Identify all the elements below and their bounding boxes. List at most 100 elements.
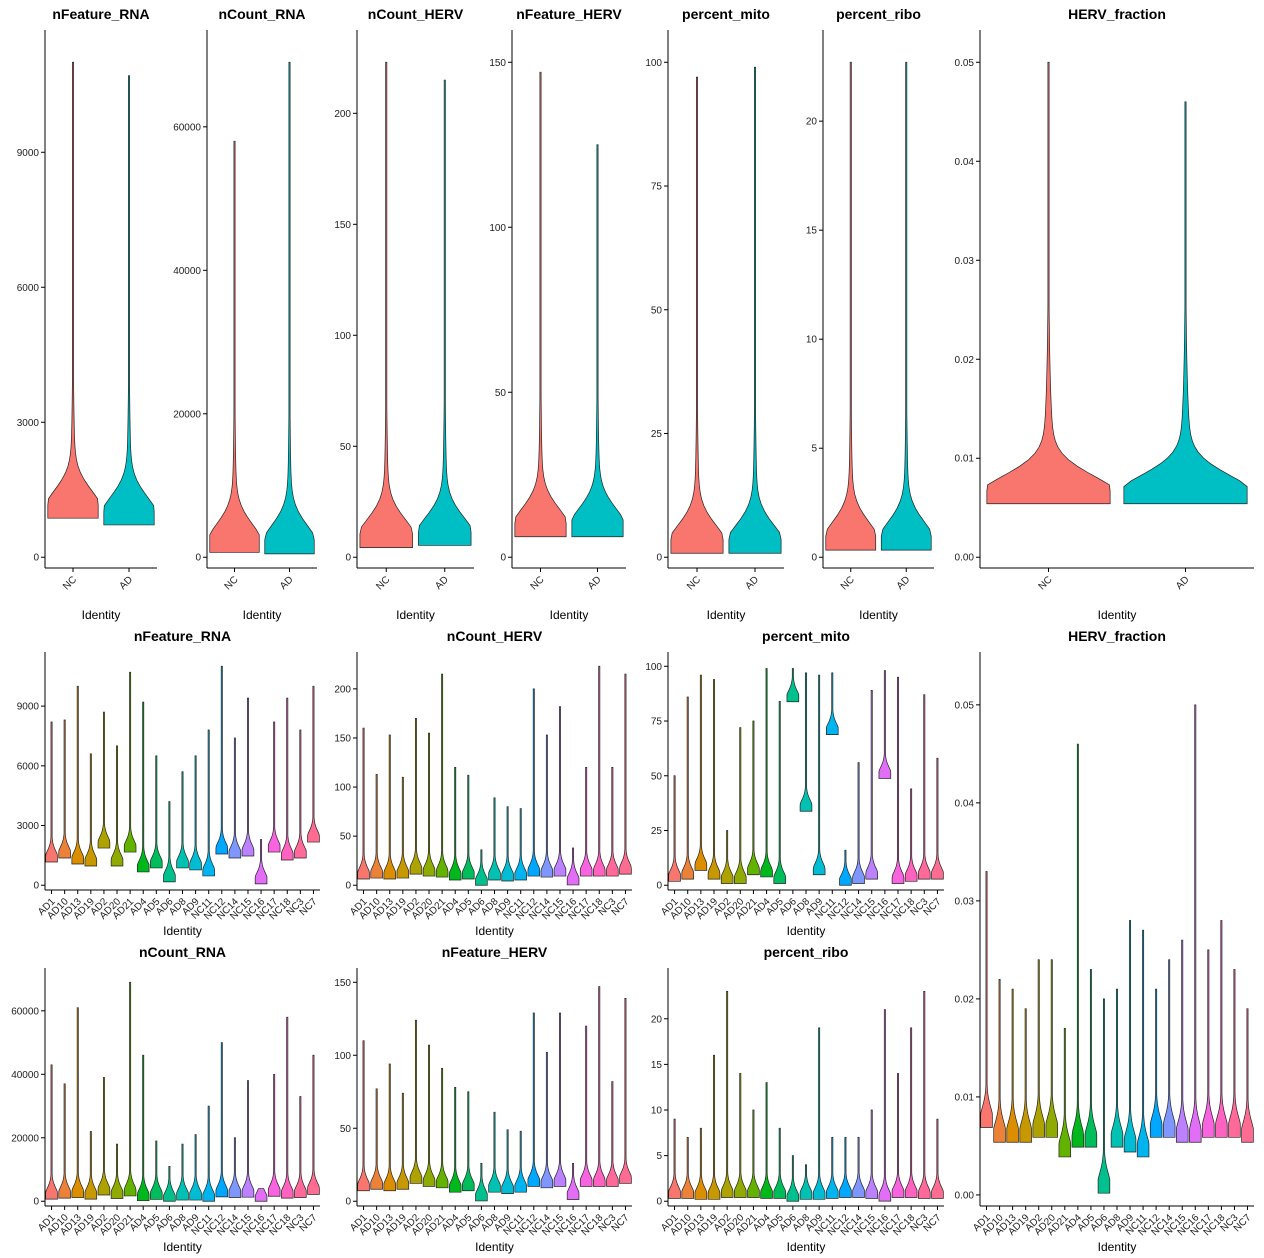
violin-nc14 (852, 762, 865, 884)
violin-nc11 (826, 672, 839, 735)
x-axis-title: Identity (82, 608, 121, 622)
y-tick-label: 50 (340, 442, 352, 453)
violin-ad6 (786, 668, 800, 703)
violin-ad1 (668, 775, 681, 882)
violin-ad13 (694, 1127, 708, 1200)
y-tick-label: 0.02 (955, 355, 975, 366)
violin-ad1 (357, 727, 370, 880)
violin-nc17 (1202, 949, 1215, 1138)
violin-ad20 (422, 732, 436, 877)
violin-nc7 (307, 685, 320, 843)
violin-nc16 (1189, 704, 1202, 1143)
y-tick-label: 40000 (173, 266, 201, 277)
violin-ad (264, 61, 315, 555)
violin-ad10 (58, 1083, 71, 1199)
violin-nc12 (215, 665, 229, 855)
violin-nc12 (215, 1042, 229, 1198)
y-tick-label: 40000 (11, 1070, 39, 1081)
y-tick-label: 20 (651, 1014, 663, 1025)
violin-nc17 (579, 767, 593, 877)
violin-ad21 (435, 673, 449, 878)
violin-ad8 (488, 797, 501, 881)
x-tick-label: AD (433, 574, 451, 592)
violin-nc11 (826, 1137, 839, 1199)
violin-ad9 (501, 806, 514, 882)
y-tick-label: 15 (651, 1060, 663, 1071)
violin-nc12 (527, 688, 541, 877)
violin-ad5 (462, 774, 475, 880)
y-tick-label: 0.04 (955, 157, 975, 168)
panel-title: percent_mito (682, 6, 770, 22)
violin-nc18 (281, 1016, 294, 1199)
violin-ad10 (681, 1137, 694, 1199)
violin-ad2 (409, 717, 423, 875)
violin-ad19 (84, 753, 98, 867)
violin-nc17 (267, 721, 281, 853)
y-tick-label: 0 (33, 1197, 39, 1208)
violin-ad (880, 61, 932, 551)
panel-grp-nfeature-rna: nFeature_RNA 0 3000 6000 9000 NC AD Identity (17, 6, 157, 622)
violin-ad4 (760, 668, 773, 878)
violin-nc7 (619, 997, 632, 1184)
violin-nc18 (593, 986, 606, 1187)
violin-nc3 (294, 729, 307, 859)
x-tick-label: NC (685, 574, 703, 592)
violin-ad5 (773, 1127, 786, 1199)
panel-smp-percent-ribo: percent_ribo05101520AD1AD10AD13AD19AD2AD… (651, 944, 944, 1254)
violin-ad4 (136, 1054, 150, 1202)
x-tick-label: NC (374, 574, 392, 592)
violin-nc (670, 76, 724, 554)
x-tick-label: NC (529, 574, 547, 592)
panel-title: percent_ribo (836, 6, 921, 22)
y-tick-label: 100 (489, 223, 506, 234)
y-tick-label: 0.05 (955, 700, 975, 711)
violin-nc18 (904, 788, 918, 882)
violin-ad (728, 66, 782, 554)
panel-title: nFeature_HERV (516, 6, 622, 22)
x-axis-title: Identity (550, 608, 589, 622)
y-tick-label: 0.02 (955, 994, 975, 1005)
y-tick-label: 0 (811, 553, 817, 564)
y-tick-label: 0.01 (955, 454, 975, 465)
panel-smp-nfeature-herv: nFeature_HERV050100150AD1AD10AD13AD19AD2… (334, 944, 632, 1254)
y-tick-label: 20000 (173, 409, 201, 420)
violin-ad5 (150, 1140, 163, 1200)
y-tick-label: 50 (340, 832, 352, 843)
violin-nc16 (566, 1162, 580, 1200)
violin-ad9 (189, 1134, 202, 1201)
x-axis-title: Identity (243, 608, 282, 622)
x-tick-label: AD (1174, 574, 1192, 592)
y-tick-label: 100 (334, 1051, 351, 1062)
y-tick-label: 0.05 (955, 58, 975, 69)
panel-title: nCount_HERV (368, 6, 464, 22)
y-tick-label: 0 (500, 553, 506, 564)
violin-nc12 (839, 1137, 852, 1198)
y-tick-label: 5 (811, 444, 817, 455)
violin-nc14 (540, 734, 554, 878)
y-tick-label: 0 (656, 553, 662, 564)
violin-nc14 (1162, 959, 1176, 1138)
violin-nc17 (891, 676, 905, 884)
panel-smp-nfeature-rna: nFeature_RNA0300060009000AD1AD10AD13AD19… (17, 628, 320, 938)
violin-nc3 (918, 694, 931, 880)
y-tick-label: 0.04 (955, 798, 975, 809)
violin-ad19 (84, 1131, 98, 1200)
y-tick-label: 50 (340, 1124, 352, 1135)
violin-nc15 (1176, 939, 1189, 1143)
x-tick-label: AD (118, 574, 136, 592)
violin-ad19 (707, 1054, 721, 1200)
violin-ad9 (189, 755, 202, 871)
violin-nc (209, 140, 260, 553)
violin-ad2 (97, 711, 111, 849)
violin-nc16 (566, 847, 580, 886)
violin-ad (571, 144, 624, 538)
y-tick-label: 0.03 (955, 896, 975, 907)
y-tick-label: 25 (651, 429, 663, 440)
violin-nc (514, 71, 567, 538)
violin-ad20 (110, 1143, 124, 1199)
violin-nc15 (865, 1109, 878, 1199)
violin-ad4 (136, 701, 150, 873)
violin-ad13 (1006, 988, 1019, 1143)
violin-nc17 (579, 1025, 593, 1187)
